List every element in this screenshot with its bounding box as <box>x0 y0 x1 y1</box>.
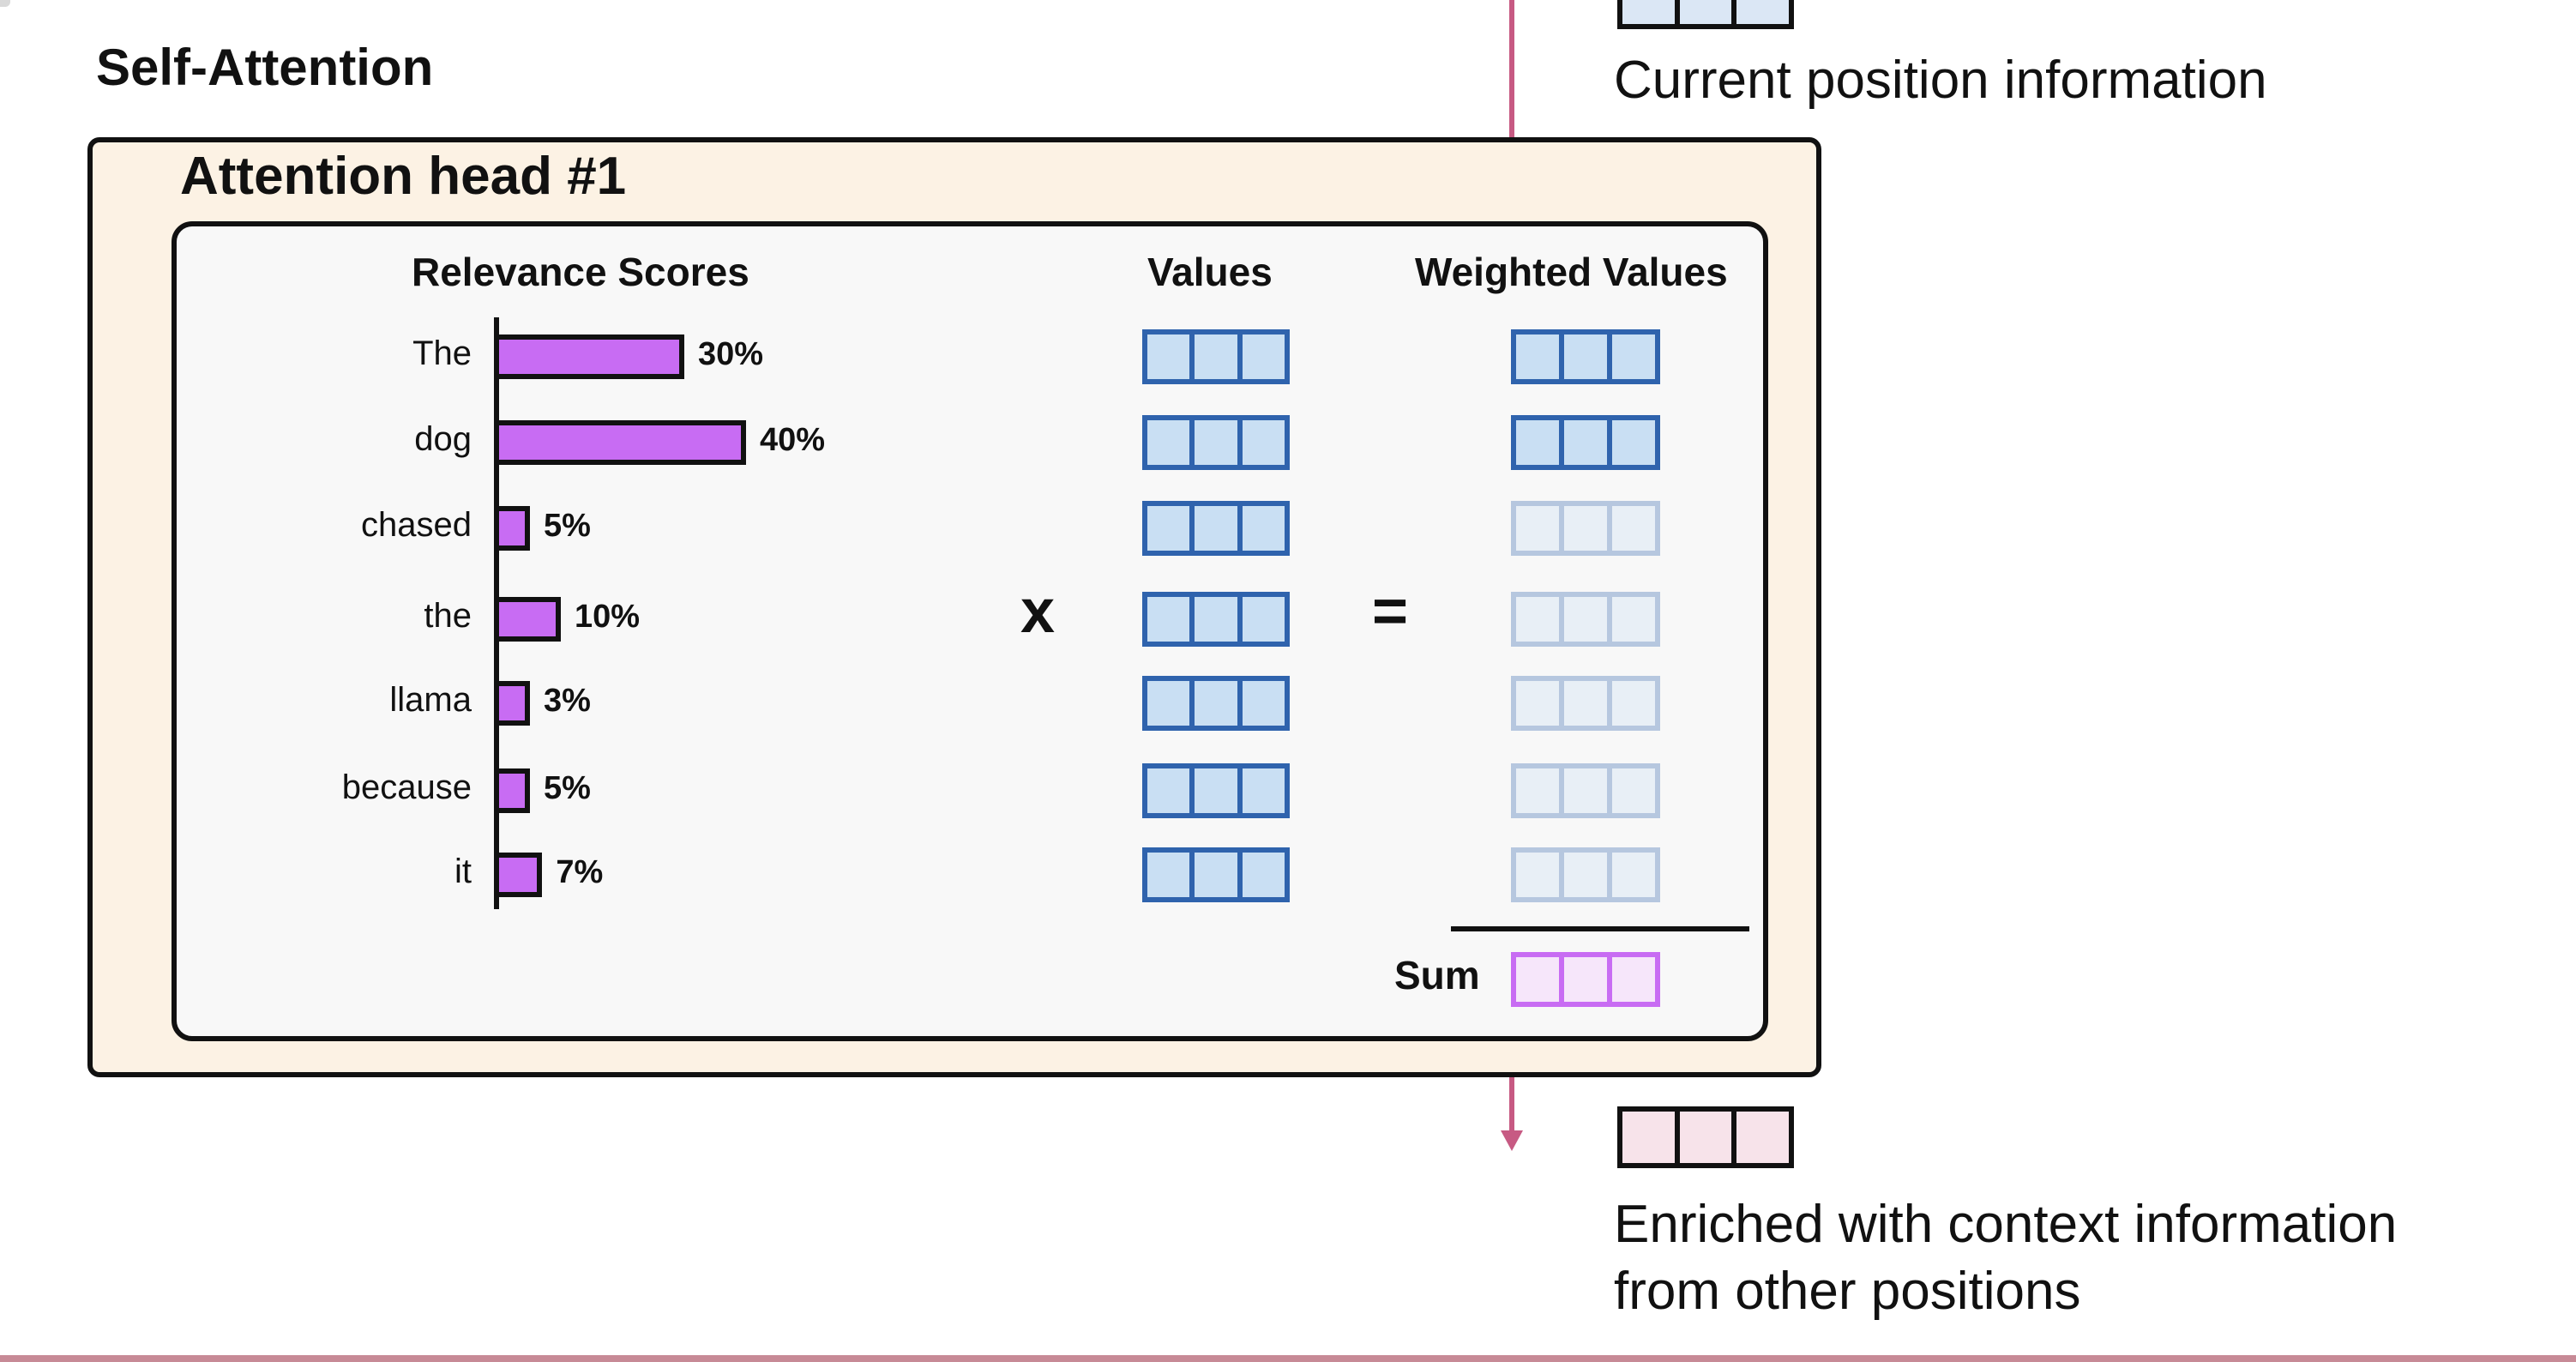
value-vector <box>1142 763 1290 818</box>
value-vector <box>1142 329 1290 384</box>
relevance-bar <box>499 768 530 813</box>
relevance-percent: 5% <box>544 508 591 544</box>
weighted-value-vector <box>1511 329 1660 384</box>
relevance-bar <box>499 597 561 642</box>
token-label: the <box>424 597 472 635</box>
value-vector <box>1142 676 1290 731</box>
weighted-value-vector <box>1511 415 1660 470</box>
sum-label: Sum <box>1394 953 1480 997</box>
token-label: dog <box>414 420 472 458</box>
relevance-bar <box>499 681 530 726</box>
relevance-bar <box>499 506 530 551</box>
sum-line <box>1451 926 1749 931</box>
value-vector <box>1142 847 1290 902</box>
multiply-operator: x <box>1020 577 1056 646</box>
current-position-vector <box>1617 0 1794 29</box>
token-label: The <box>412 334 472 372</box>
current-position-label: Current position information <box>1614 51 2267 110</box>
value-vector <box>1142 592 1290 647</box>
sum-vector <box>1511 952 1660 1007</box>
attention-computation-panel <box>172 221 1768 1041</box>
token-label: it <box>454 853 472 890</box>
values-title: Values <box>1147 250 1273 294</box>
bar-chart-axis <box>494 317 499 909</box>
token-label: llama <box>389 681 472 719</box>
relevance-percent: 10% <box>575 599 641 635</box>
down-arrow-icon <box>1501 1130 1523 1151</box>
relevance-scores-title: Relevance Scores <box>412 250 749 294</box>
enriched-label-line2: from other positions <box>1614 1262 2081 1321</box>
equals-operator: = <box>1372 577 1409 646</box>
value-vector <box>1142 501 1290 556</box>
flow-line-bottom <box>1509 1077 1514 1132</box>
relevance-bar <box>499 334 684 379</box>
relevance-percent: 3% <box>544 683 591 719</box>
relevance-percent: 7% <box>556 854 604 890</box>
flow-line-top <box>1509 0 1514 137</box>
relevance-percent: 5% <box>544 770 591 806</box>
value-vector <box>1142 415 1290 470</box>
token-label: chased <box>361 506 472 544</box>
weighted-value-vector <box>1511 676 1660 731</box>
enriched-label-line1: Enriched with context information <box>1614 1195 2398 1254</box>
relevance-percent: 30% <box>698 336 764 372</box>
weighted-value-vector <box>1511 501 1660 556</box>
enriched-vector <box>1617 1106 1794 1168</box>
section-title: Self-Attention <box>96 39 434 96</box>
corner-mark <box>0 0 10 7</box>
attention-head-title: Attention head #1 <box>180 147 627 206</box>
weighted-value-vector <box>1511 763 1660 818</box>
relevance-bar <box>499 420 746 465</box>
token-label: because <box>341 768 472 806</box>
weighted-values-title: Weighted Values <box>1415 250 1728 294</box>
weighted-value-vector <box>1511 847 1660 902</box>
relevance-percent: 40% <box>760 422 826 458</box>
weighted-value-vector <box>1511 592 1660 647</box>
relevance-bar <box>499 853 543 897</box>
bottom-border <box>0 1355 2576 1362</box>
